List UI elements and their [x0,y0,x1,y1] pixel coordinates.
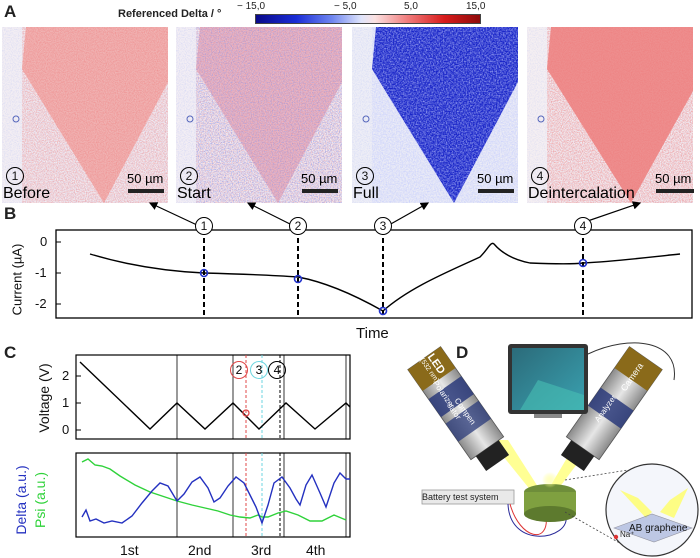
y-tick-label: 2 [62,368,70,383]
colorbar-tick: 15,0 [466,1,486,12]
micrograph-label: Full [353,185,379,202]
colorbar-tick: 5,0 [404,1,418,12]
scale-bar [478,189,514,193]
voltage-delta-psi-chart [75,354,351,538]
arrow-to-micrograph [388,202,430,226]
chart-step-marker: 2 [230,361,248,379]
chart-step-marker: 3 [374,217,392,235]
delta-axis-label: Delta (a.u.) [13,465,29,535]
arrow-to-micrograph [246,202,293,226]
scale-label: 50 µm [301,171,338,186]
y-tick-label: 0 [62,422,70,437]
cycle-label: 1st [120,542,139,558]
micrograph-before [2,27,168,203]
curve-marker-point [578,258,588,268]
arrow-to-micrograph [148,202,198,226]
micrograph-label: Start [177,185,211,202]
graphene-label: AB graphene [629,523,688,534]
chart-step-marker: 4 [268,361,286,379]
micrograph-step-marker: 3 [356,167,374,185]
current-chart [55,201,693,319]
colorbar [255,14,481,24]
colorbar-tick: − 5,0 [334,1,357,12]
panel-letter-d: D [456,343,469,362]
y-tick-label: -1 [35,265,47,280]
x-axis-label: Time [356,325,389,342]
micrograph-label: Deintercalation [528,185,635,202]
y-tick-label: -2 [35,296,47,311]
panel-letter-a: A [4,2,17,21]
scale-bar [656,189,694,193]
voltage-curve [79,361,351,430]
scale-label: 50 µm [477,171,514,186]
chart-step-marker: 4 [574,217,592,235]
micrograph-full [352,27,518,203]
plot-frame [55,229,693,319]
psi-curve [81,458,347,522]
colorbar-title: Referenced Delta / ° [118,8,222,20]
psi-axis-label: Psi (a.u.) [32,472,48,529]
micrograph-step-marker: 2 [180,167,198,185]
curve-marker-point [199,268,209,278]
cycle-label: 2nd [188,542,212,558]
cycle-label: 3rd [251,542,272,558]
chart-step-marker: 2 [289,217,307,235]
delta-curve [81,471,350,526]
scale-bar [302,189,338,193]
y-axis-label: Current (µA) [9,243,25,316]
curve-marker-point [378,306,388,316]
graphene-zoom [605,463,699,557]
battery-box [421,489,515,505]
chart-step-marker: 1 [195,217,213,235]
voltage-axis-label: Voltage (V) [36,363,52,433]
chart-step-marker: 3 [250,361,268,379]
micrograph-deintercalation [527,27,693,203]
panel-letter-c: C [4,343,17,362]
battery-label: Battery test system [422,492,499,502]
micrograph-step-marker: 1 [6,167,24,185]
scale-label: 50 µm [655,171,692,186]
panel-letter-b: B [4,204,17,223]
micrograph-start [176,27,342,203]
current-curve [89,242,681,312]
setup-schematic [407,342,699,557]
micrograph-label: Before [3,185,51,202]
y-tick-label: 0 [40,234,48,249]
y-tick-label: 1 [62,395,70,410]
curve-marker-point [293,274,303,284]
colorbar-tick: − 15,0 [237,1,266,12]
cycle-label: 4th [306,542,326,558]
scale-bar [128,189,164,193]
ion-label: Na⁺ [620,530,635,539]
scale-label: 50 µm [127,171,164,186]
micrograph-step-marker: 4 [531,167,549,185]
